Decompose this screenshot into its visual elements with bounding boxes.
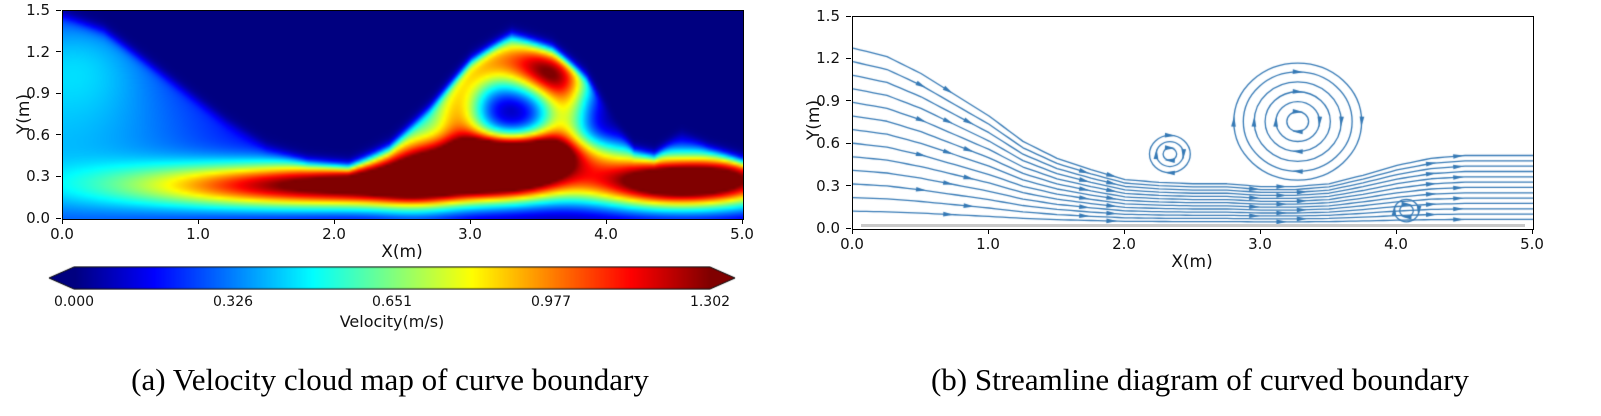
tick-mark: [56, 134, 61, 136]
x-tick-label: 1.0: [976, 235, 1000, 253]
tick-mark: [56, 92, 61, 94]
right-x-axis-label: X(m): [1171, 252, 1213, 272]
bed-line: [861, 224, 1525, 227]
y-tick-label: 1.5: [26, 1, 50, 19]
tick-mark: [846, 185, 851, 187]
colorbar-label: Velocity(m/s): [339, 312, 445, 331]
colorbar-tick-label: 0.651: [371, 294, 413, 310]
x-tick-label: 2.0: [1112, 235, 1136, 253]
tick-mark: [56, 217, 61, 219]
tick-mark: [1123, 229, 1125, 234]
tick-mark: [987, 229, 989, 234]
tick-mark: [851, 229, 853, 234]
tick-mark: [1531, 229, 1533, 234]
x-tick-label: 2.0: [322, 225, 346, 243]
caption-a: (a) Velocity cloud map of curve boundary: [131, 362, 649, 397]
y-tick-label: 0.6: [816, 134, 840, 153]
y-tick-label: 1.5: [816, 7, 840, 25]
tick-mark: [846, 57, 851, 59]
y-tick-label: 1.2: [26, 42, 50, 61]
velocity-cloud-plot: [62, 10, 744, 220]
colorbar-tick-label: 0.000: [53, 294, 95, 310]
colorbar-tick-label: 1.302: [689, 294, 731, 310]
streamline-plot: [852, 16, 1534, 230]
velocity-heatmap-canvas: [63, 11, 743, 219]
tick-mark: [197, 219, 199, 224]
x-tick-label: 3.0: [1248, 235, 1272, 253]
tick-mark: [846, 142, 851, 144]
left-x-axis-label: X(m): [381, 242, 423, 262]
x-tick-label: 4.0: [1384, 235, 1408, 253]
velocity-colorbar: [48, 266, 736, 290]
x-tick-label: 4.0: [594, 225, 618, 243]
y-tick-label: 0.3: [816, 176, 840, 195]
y-tick-label: 0.0: [26, 209, 50, 227]
x-tick-label: 3.0: [458, 225, 482, 243]
y-tick-label: 0.0: [816, 219, 840, 237]
y-tick-label: 1.2: [816, 49, 840, 68]
x-tick-label: 0.0: [50, 225, 74, 243]
x-tick-label: 0.0: [840, 235, 864, 253]
y-tick-label: 0.3: [26, 167, 50, 186]
tick-mark: [61, 219, 63, 224]
colorbar-tick-label: 0.326: [212, 294, 254, 310]
tick-mark: [741, 219, 743, 224]
tick-mark: [605, 219, 607, 224]
tick-mark: [56, 9, 61, 11]
tick-mark: [469, 219, 471, 224]
tick-mark: [333, 219, 335, 224]
streamline-canvas: [853, 17, 1533, 229]
caption-b: (b) Streamline diagram of curved boundar…: [930, 362, 1469, 397]
x-tick-label: 5.0: [730, 225, 754, 243]
y-tick-label: 0.9: [816, 91, 840, 110]
tick-mark: [846, 100, 851, 102]
tick-mark: [56, 175, 61, 177]
tick-mark: [846, 227, 851, 229]
tick-mark: [1259, 229, 1261, 234]
colorbar-tick-label: 0.977: [530, 294, 572, 310]
colorbar-gradient-canvas: [48, 266, 736, 290]
tick-mark: [846, 15, 851, 17]
y-tick-label: 0.9: [26, 84, 50, 103]
x-tick-label: 5.0: [1520, 235, 1544, 253]
y-tick-label: 0.6: [26, 125, 50, 144]
x-tick-label: 1.0: [186, 225, 210, 243]
tick-mark: [1395, 229, 1397, 234]
tick-mark: [56, 51, 61, 53]
